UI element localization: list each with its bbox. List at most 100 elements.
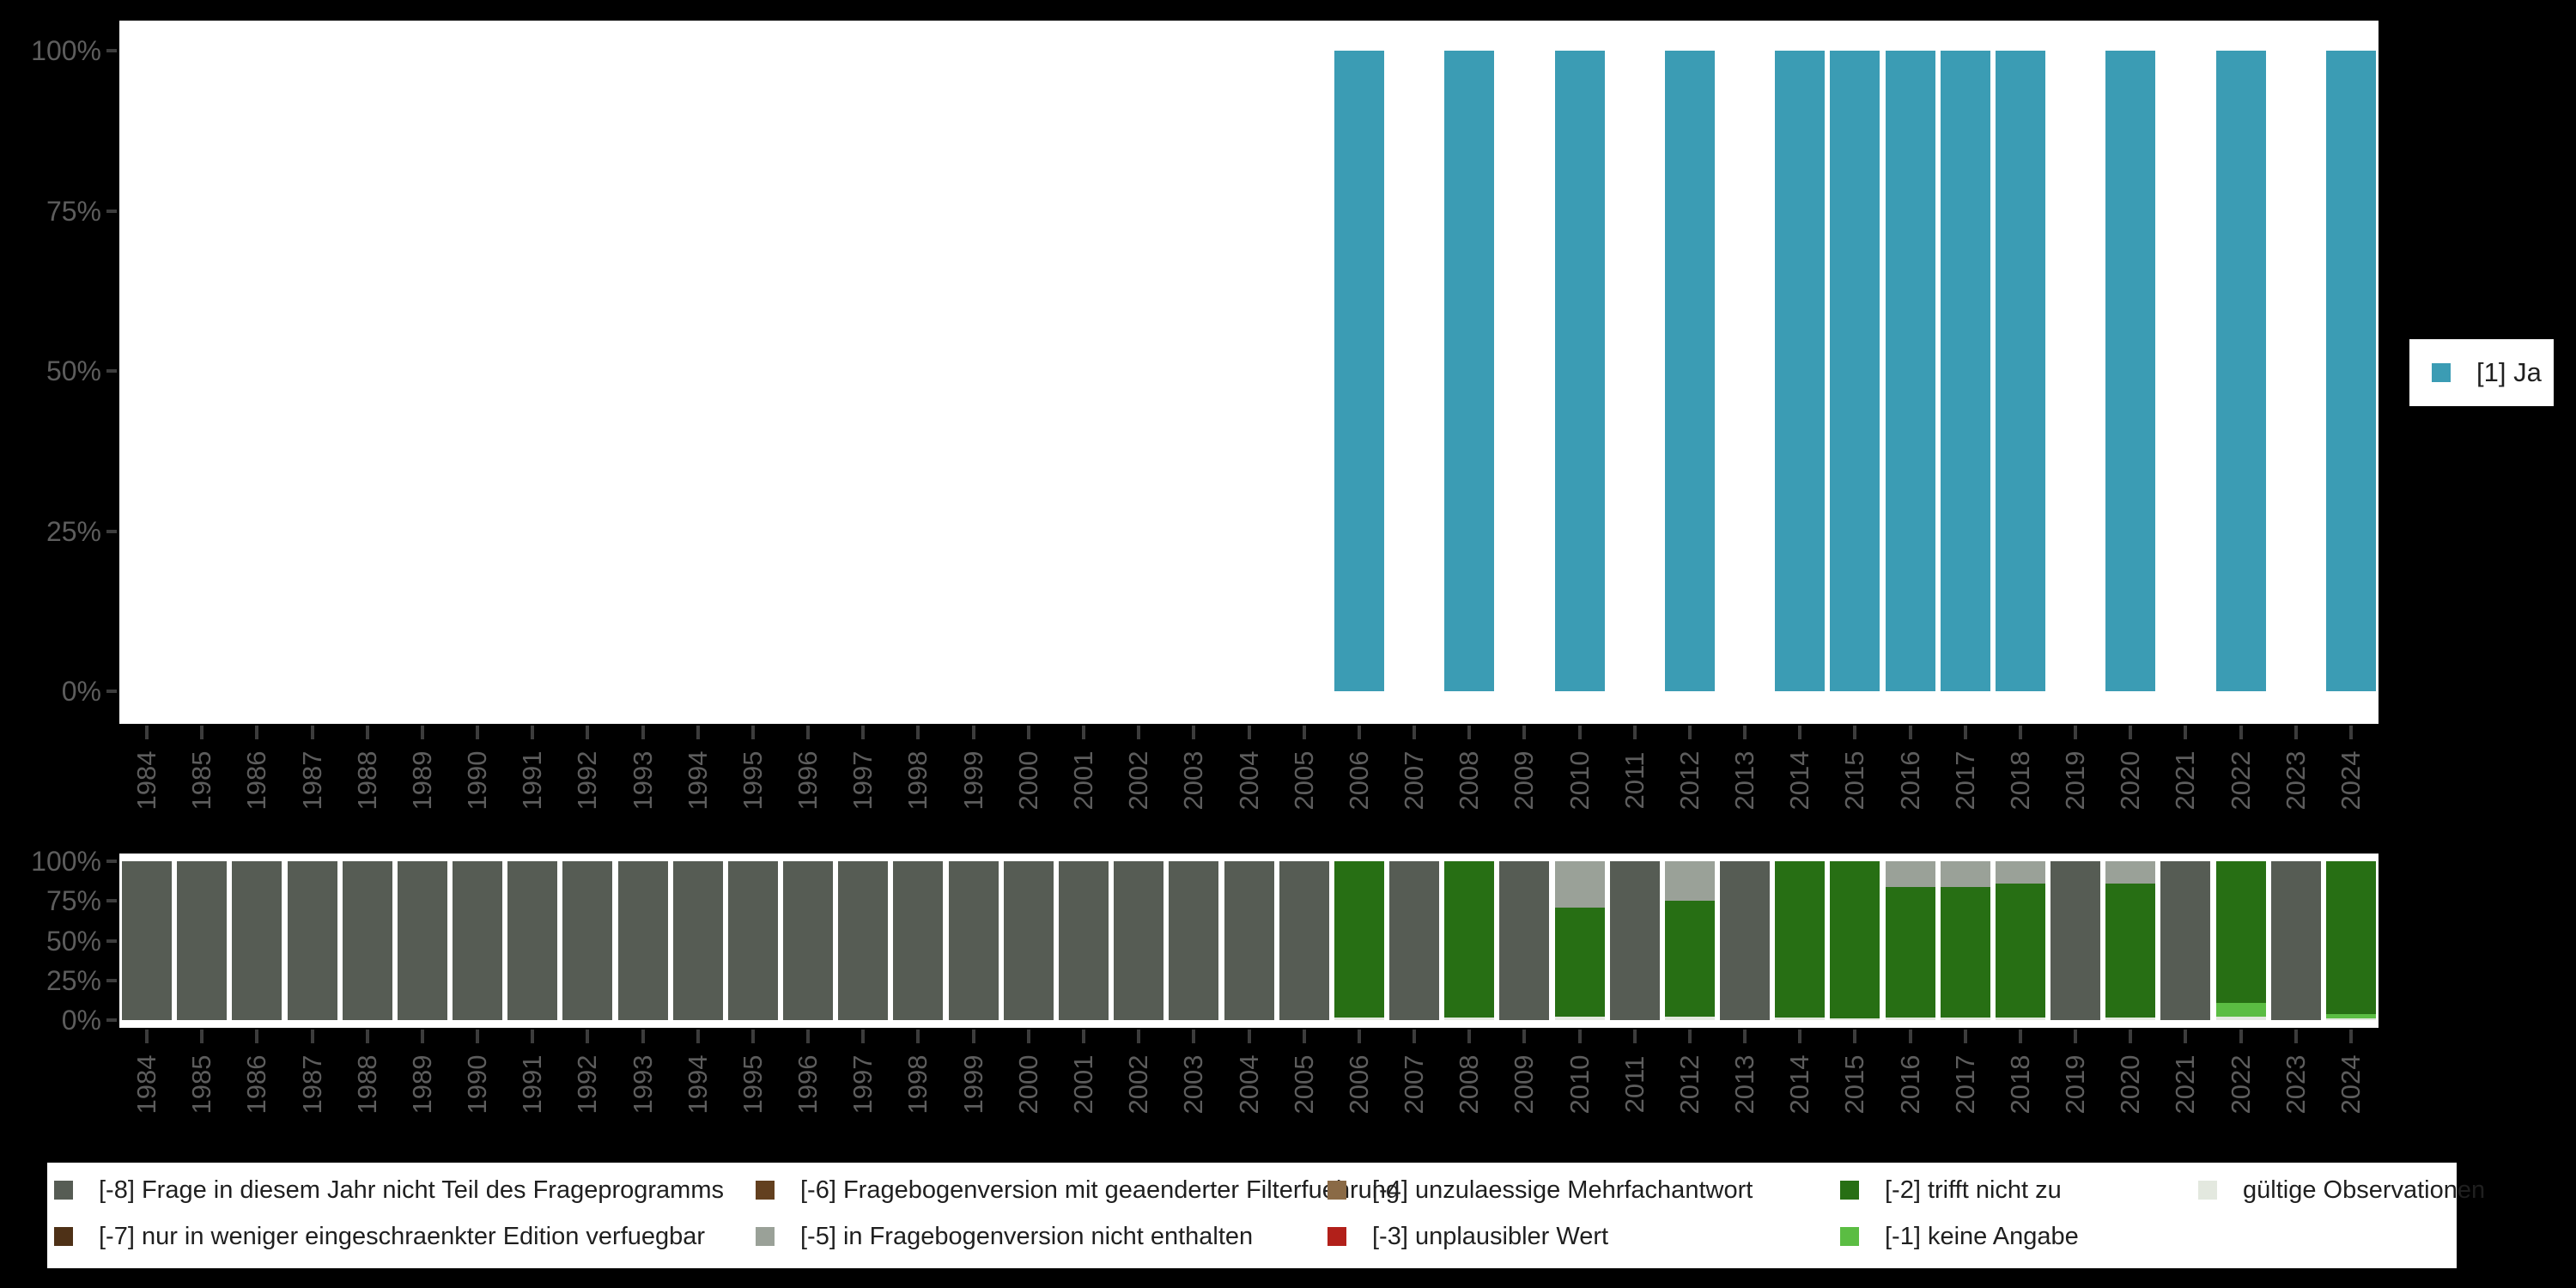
bar-2017-seg0[interactable]: [1940, 1018, 1990, 1020]
x-tick-1985: [200, 1030, 204, 1043]
bar-2006-seg0[interactable]: [1334, 1018, 1384, 1020]
bar-2017-seg2[interactable]: [1940, 886, 1990, 1018]
bar-2006-seg2[interactable]: [1334, 861, 1384, 1018]
x-tick-2019: [2074, 726, 2078, 739]
legend-item-label: [-2] trifft nicht zu: [1885, 1176, 2062, 1204]
bar-2024-seg2[interactable]: [2325, 861, 2376, 1014]
bar-2018-seg3[interactable]: [1995, 861, 2045, 884]
bar-1995-seg4[interactable]: [727, 861, 778, 1020]
bar-2008-ja[interactable]: [1444, 51, 1495, 691]
bar-1999-seg4[interactable]: [948, 861, 999, 1020]
x-tick-1985: [200, 726, 204, 739]
bar-1992-seg4[interactable]: [562, 861, 613, 1020]
presence-chart-panel: [119, 21, 2379, 724]
bar-2015-seg2[interactable]: [1830, 861, 1880, 1019]
bar-2022-seg0[interactable]: [2215, 1017, 2266, 1020]
bar-2012-seg2[interactable]: [1664, 901, 1715, 1018]
bar-2008-seg0[interactable]: [1444, 1018, 1495, 1020]
missing-codes-chart-panel: [119, 854, 2379, 1028]
x-tick-1989: [420, 726, 424, 739]
legend-item-label: [-5] in Fragebogenversion nicht enthalte…: [800, 1223, 1254, 1250]
bar-2001-seg4[interactable]: [1058, 861, 1109, 1020]
bar-2010-seg0[interactable]: [1554, 1017, 1605, 1020]
bar-1987-seg4[interactable]: [287, 861, 337, 1020]
bar-2018-seg0[interactable]: [1995, 1018, 2045, 1020]
bar-2016-seg2[interactable]: [1885, 886, 1935, 1018]
bar-2014-seg2[interactable]: [1775, 861, 1826, 1018]
bar-1984-seg4[interactable]: [122, 861, 173, 1020]
bar-1994-seg4[interactable]: [672, 861, 723, 1020]
x-tick-2000: [1026, 726, 1030, 739]
bar-2016-ja[interactable]: [1885, 51, 1935, 691]
bar-2012-seg3[interactable]: [1664, 861, 1715, 902]
legend-swatch-icon: [54, 1181, 73, 1200]
bar-2016-seg0[interactable]: [1885, 1018, 1935, 1020]
bar-2022-seg1[interactable]: [2215, 1002, 2266, 1018]
bar-2016-seg3[interactable]: [1885, 861, 1935, 887]
bar-2018-ja[interactable]: [1995, 51, 2045, 691]
bar-2004-seg4[interactable]: [1224, 861, 1274, 1020]
bar-1998-seg4[interactable]: [893, 861, 944, 1020]
y-label-50: 50%: [46, 925, 101, 957]
bar-1997-seg4[interactable]: [838, 861, 889, 1020]
bar-2017-ja[interactable]: [1940, 51, 1990, 691]
bar-1985-seg4[interactable]: [177, 861, 228, 1020]
bar-2011-seg4[interactable]: [1609, 861, 1660, 1020]
bar-2002-seg4[interactable]: [1114, 861, 1164, 1020]
bar-2013-seg4[interactable]: [1720, 861, 1771, 1020]
legend-swatch-icon: [756, 1181, 775, 1200]
bar-2024-seg1[interactable]: [2325, 1013, 2376, 1019]
bar-2014-ja[interactable]: [1775, 51, 1826, 691]
bar-2015-ja[interactable]: [1830, 51, 1880, 691]
bar-2020-seg2[interactable]: [2105, 883, 2156, 1018]
bar-1990-seg4[interactable]: [453, 861, 503, 1020]
bar-2005-seg4[interactable]: [1279, 861, 1329, 1020]
bar-2007-seg4[interactable]: [1389, 861, 1439, 1020]
bar-2015-seg0[interactable]: [1830, 1018, 1880, 1020]
x-tick-2012: [1687, 1030, 1692, 1043]
bar-2003-seg4[interactable]: [1169, 861, 1219, 1020]
bar-2000-seg4[interactable]: [1003, 861, 1054, 1020]
legend-item-4: [-5] in Fragebogenversion nicht enthalte…: [756, 1223, 1253, 1250]
bar-1996-seg4[interactable]: [783, 861, 834, 1020]
bar-1991-seg4[interactable]: [507, 861, 558, 1020]
x-tick-2013: [1743, 726, 1747, 739]
y-label-50: 50%: [46, 355, 101, 386]
x-tick-2006: [1357, 1030, 1361, 1043]
bar-2018-seg2[interactable]: [1995, 883, 2045, 1018]
bar-2014-seg0[interactable]: [1775, 1018, 1826, 1020]
x-label-2024: 2024: [2335, 750, 2366, 811]
bar-2008-seg2[interactable]: [1444, 861, 1495, 1018]
bar-2020-ja[interactable]: [2105, 51, 2156, 691]
legend-swatch-icon: [1327, 1181, 1346, 1200]
y-tick-100: [106, 860, 117, 863]
bar-2024-seg0[interactable]: [2325, 1018, 2376, 1020]
x-tick-2009: [1522, 1030, 1527, 1043]
bar-2012-seg0[interactable]: [1664, 1017, 1715, 1020]
bar-2022-ja[interactable]: [2215, 51, 2266, 691]
bar-1989-seg4[interactable]: [397, 861, 447, 1020]
bar-2010-seg2[interactable]: [1554, 907, 1605, 1018]
bar-1993-seg4[interactable]: [617, 861, 668, 1020]
bar-2009-seg4[interactable]: [1499, 861, 1550, 1020]
bar-2020-seg0[interactable]: [2105, 1018, 2156, 1020]
bar-2017-seg3[interactable]: [1940, 861, 1990, 887]
bar-2024-ja[interactable]: [2325, 51, 2376, 691]
bar-1986-seg4[interactable]: [232, 861, 283, 1020]
bar-2012-ja[interactable]: [1664, 51, 1715, 691]
x-tick-1998: [916, 1030, 920, 1043]
x-tick-1999: [971, 726, 975, 739]
bar-2006-ja[interactable]: [1334, 51, 1384, 691]
bar-2019-seg4[interactable]: [2050, 861, 2101, 1020]
bar-2023-seg4[interactable]: [2270, 861, 2321, 1020]
bar-2022-seg2[interactable]: [2215, 861, 2266, 1003]
legend-item-label: [-4] unzulaessige Mehrfachantwort: [1372, 1176, 1753, 1204]
bar-1988-seg4[interactable]: [342, 861, 392, 1020]
legend-item-8: [-1] keine Angabe: [1840, 1223, 2079, 1250]
bar-2010-ja[interactable]: [1554, 51, 1605, 691]
y-tick-25: [106, 978, 117, 982]
bar-2010-seg3[interactable]: [1554, 861, 1605, 908]
bar-2020-seg3[interactable]: [2105, 861, 2156, 884]
bar-2021-seg4[interactable]: [2160, 861, 2211, 1020]
